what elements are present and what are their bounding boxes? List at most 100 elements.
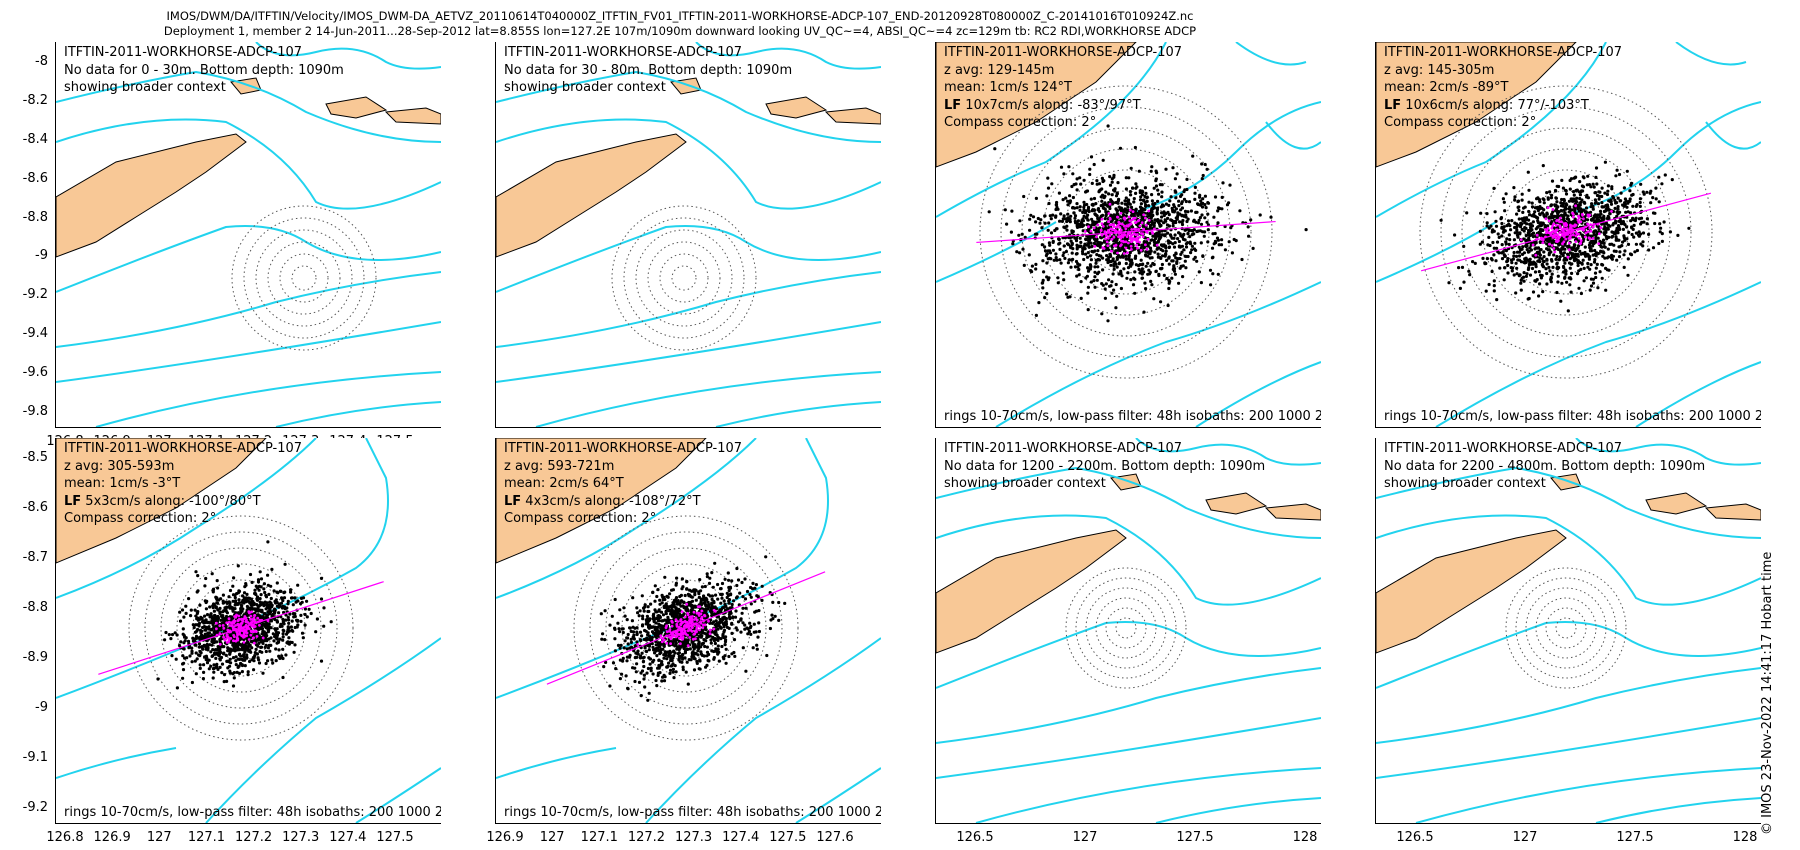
lowpass-point <box>228 624 232 627</box>
velocity-point <box>1622 265 1626 269</box>
velocity-point <box>246 670 250 674</box>
velocity-point <box>1171 224 1175 228</box>
velocity-point <box>1524 244 1528 248</box>
velocity-point <box>1221 181 1225 185</box>
lowpass-point <box>221 624 225 627</box>
velocity-point <box>1542 250 1546 254</box>
velocity-point <box>718 625 722 629</box>
velocity-point <box>1579 200 1583 204</box>
velocity-point <box>1561 247 1565 251</box>
lowpass-point <box>1112 235 1116 239</box>
velocity-point <box>1514 261 1518 265</box>
velocity-point <box>181 668 186 672</box>
velocity-point <box>1596 236 1600 240</box>
velocity-point <box>638 630 643 634</box>
lowpass-point <box>1126 232 1130 236</box>
velocity-point <box>623 614 627 618</box>
velocity-point <box>1473 261 1477 265</box>
lowpass-point <box>1566 255 1570 259</box>
velocity-point <box>1574 212 1579 216</box>
velocity-point <box>1131 283 1136 287</box>
velocity-point <box>1126 271 1130 275</box>
velocity-point <box>1112 267 1116 271</box>
velocity-point <box>1612 243 1616 247</box>
velocity-point <box>1092 220 1096 224</box>
lowpass-point <box>1145 247 1149 251</box>
velocity-point <box>633 644 637 648</box>
isobath-line <box>535 371 881 427</box>
velocity-point <box>719 601 723 605</box>
velocity-point <box>1515 266 1519 270</box>
velocity-point <box>213 652 217 656</box>
lowpass-point <box>1134 221 1138 224</box>
velocity-point <box>204 576 208 581</box>
velocity-point <box>254 638 258 642</box>
lowpass-point <box>1141 235 1145 239</box>
velocity-point <box>1515 212 1519 216</box>
velocity-point <box>1185 187 1189 192</box>
velocity-point <box>1199 199 1203 203</box>
velocity-point <box>1079 224 1083 228</box>
velocity-point <box>1063 256 1067 260</box>
velocity-point <box>733 615 738 619</box>
lowpass-point <box>1104 237 1107 241</box>
velocity-point <box>1157 234 1161 238</box>
velocity-point <box>1551 210 1555 214</box>
lowpass-point <box>234 615 238 619</box>
velocity-point <box>247 644 251 648</box>
velocity-point <box>181 627 185 631</box>
velocity-point <box>1204 206 1208 210</box>
velocity-point <box>1545 262 1549 266</box>
velocity-point <box>1094 202 1098 206</box>
velocity-point <box>1657 200 1661 204</box>
isobath-line <box>56 321 441 383</box>
velocity-point <box>1074 252 1078 256</box>
velocity-point <box>1070 229 1074 233</box>
velocity-point <box>1055 258 1059 262</box>
velocity-point <box>258 570 262 574</box>
velocity-point <box>180 608 185 612</box>
velocity-point <box>181 647 186 651</box>
velocity-point <box>228 651 232 655</box>
lowpass-point <box>1116 251 1119 255</box>
velocity-point <box>1550 193 1554 197</box>
velocity-point <box>1132 276 1136 280</box>
velocity-point <box>293 612 297 616</box>
velocity-point <box>765 653 769 658</box>
velocity-point <box>1592 185 1596 189</box>
velocity-point <box>1095 179 1099 183</box>
velocity-point <box>1485 212 1489 216</box>
panel-info-line: z avg: 129-145m <box>944 62 1055 78</box>
velocity-point <box>1048 243 1052 247</box>
velocity-point <box>1197 218 1201 222</box>
velocity-point <box>293 643 297 647</box>
velocity-point <box>1600 245 1604 249</box>
velocity-point <box>1568 187 1572 191</box>
velocity-point <box>1110 180 1114 184</box>
velocity-point <box>193 643 197 647</box>
velocity-point <box>280 654 284 658</box>
velocity-point <box>254 609 258 613</box>
velocity-point <box>285 606 289 610</box>
velocity-point <box>1150 193 1154 197</box>
lowpass-point <box>1122 240 1126 244</box>
velocity-point <box>1183 259 1187 263</box>
velocity-point <box>240 670 244 674</box>
velocity-ring <box>611 205 757 351</box>
velocity-point <box>1090 181 1094 185</box>
velocity-point <box>1651 246 1656 250</box>
velocity-point <box>281 638 285 642</box>
velocity-point <box>1530 214 1534 218</box>
lowpass-point <box>246 621 250 624</box>
velocity-point <box>1216 238 1220 242</box>
panel-info-line: No data for 0 - 30m. Bottom depth: 1090m <box>64 62 344 78</box>
velocity-point <box>1203 216 1207 220</box>
velocity-point <box>1011 242 1015 246</box>
lowpass-point <box>1116 215 1119 219</box>
lowpass-point <box>1101 224 1105 228</box>
velocity-point <box>1609 198 1613 202</box>
velocity-point <box>263 612 267 616</box>
velocity-point <box>1524 256 1528 260</box>
velocity-point <box>281 620 285 624</box>
velocity-point <box>277 611 281 615</box>
